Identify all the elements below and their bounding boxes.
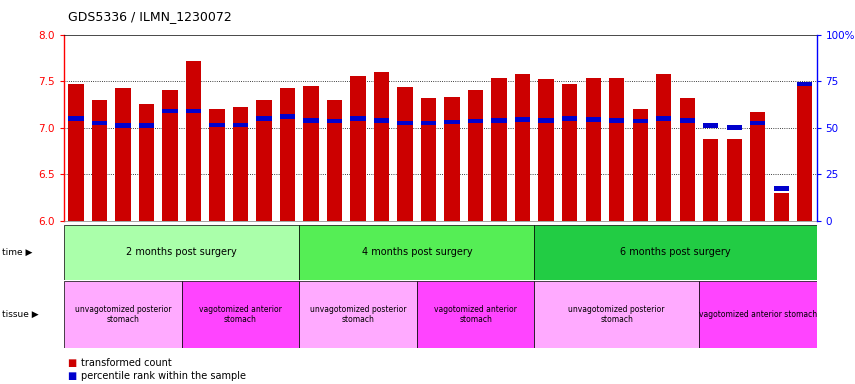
Bar bbox=[468, 119, 483, 124]
Bar bbox=[727, 125, 742, 130]
Text: 2 months post surgery: 2 months post surgery bbox=[127, 247, 237, 258]
Bar bbox=[327, 119, 342, 124]
Bar bbox=[351, 116, 366, 121]
Bar bbox=[562, 84, 577, 221]
Bar bbox=[304, 86, 319, 221]
Bar bbox=[139, 104, 154, 221]
Bar bbox=[750, 121, 765, 125]
Bar bbox=[186, 61, 201, 221]
Bar bbox=[162, 109, 178, 113]
Text: ■: ■ bbox=[67, 358, 76, 368]
Bar bbox=[374, 118, 389, 122]
Bar bbox=[162, 91, 178, 221]
Bar bbox=[417, 281, 534, 348]
Bar bbox=[256, 116, 272, 121]
Text: vagotomized anterior
stomach: vagotomized anterior stomach bbox=[199, 305, 282, 324]
Bar bbox=[233, 107, 248, 221]
Bar bbox=[750, 112, 765, 221]
Bar bbox=[233, 122, 248, 127]
Bar bbox=[139, 124, 154, 128]
Bar bbox=[186, 109, 201, 113]
Text: transformed count: transformed count bbox=[81, 358, 172, 368]
Bar bbox=[534, 225, 817, 280]
Bar bbox=[445, 97, 460, 221]
Text: percentile rank within the sample: percentile rank within the sample bbox=[81, 371, 246, 381]
Bar bbox=[256, 100, 272, 221]
Bar bbox=[609, 118, 624, 122]
Bar bbox=[680, 118, 695, 122]
Bar bbox=[797, 81, 812, 86]
Bar bbox=[68, 116, 84, 121]
Bar bbox=[539, 118, 554, 122]
Bar bbox=[299, 225, 534, 280]
Bar bbox=[91, 100, 107, 221]
Bar bbox=[351, 76, 366, 221]
Bar bbox=[492, 78, 507, 221]
Text: vagotomized anterior
stomach: vagotomized anterior stomach bbox=[434, 305, 517, 324]
Bar bbox=[115, 124, 131, 128]
Bar bbox=[280, 114, 295, 119]
Text: 6 months post surgery: 6 months post surgery bbox=[620, 247, 731, 258]
Bar bbox=[181, 281, 299, 348]
Bar bbox=[445, 120, 460, 124]
Bar bbox=[299, 281, 416, 348]
Bar bbox=[656, 116, 671, 121]
Bar bbox=[727, 139, 742, 221]
Bar bbox=[539, 79, 554, 221]
Bar bbox=[398, 87, 413, 221]
Bar bbox=[534, 281, 699, 348]
Bar bbox=[280, 88, 295, 221]
Bar bbox=[64, 281, 181, 348]
Bar bbox=[304, 118, 319, 122]
Bar bbox=[421, 121, 436, 125]
Bar bbox=[586, 117, 601, 122]
Bar bbox=[586, 78, 601, 221]
Bar bbox=[64, 225, 299, 280]
Bar bbox=[680, 98, 695, 221]
Bar bbox=[703, 124, 718, 128]
Text: ■: ■ bbox=[67, 371, 76, 381]
Bar bbox=[774, 186, 789, 190]
Text: tissue ▶: tissue ▶ bbox=[2, 310, 38, 319]
Text: time ▶: time ▶ bbox=[2, 248, 32, 257]
Bar bbox=[115, 88, 131, 221]
Bar bbox=[209, 122, 225, 127]
Text: unvagotomized posterior
stomach: unvagotomized posterior stomach bbox=[74, 305, 171, 324]
Bar bbox=[398, 121, 413, 125]
Bar bbox=[633, 119, 648, 124]
Bar bbox=[421, 98, 436, 221]
Bar bbox=[468, 89, 483, 221]
Bar bbox=[703, 139, 718, 221]
Bar bbox=[562, 116, 577, 121]
Text: unvagotomized posterior
stomach: unvagotomized posterior stomach bbox=[310, 305, 406, 324]
Text: vagotomized anterior stomach: vagotomized anterior stomach bbox=[699, 310, 817, 319]
Bar bbox=[699, 281, 817, 348]
Bar bbox=[515, 74, 530, 221]
Bar bbox=[515, 117, 530, 122]
Bar bbox=[633, 109, 648, 221]
Bar bbox=[656, 74, 671, 221]
Text: unvagotomized posterior
stomach: unvagotomized posterior stomach bbox=[569, 305, 665, 324]
Bar bbox=[68, 84, 84, 221]
Text: GDS5336 / ILMN_1230072: GDS5336 / ILMN_1230072 bbox=[68, 10, 233, 23]
Bar bbox=[91, 121, 107, 125]
Bar bbox=[492, 118, 507, 122]
Bar bbox=[374, 72, 389, 221]
Text: 4 months post surgery: 4 months post surgery bbox=[362, 247, 472, 258]
Bar bbox=[209, 109, 225, 221]
Bar bbox=[609, 78, 624, 221]
Bar bbox=[327, 100, 342, 221]
Bar bbox=[797, 84, 812, 221]
Bar bbox=[774, 193, 789, 221]
